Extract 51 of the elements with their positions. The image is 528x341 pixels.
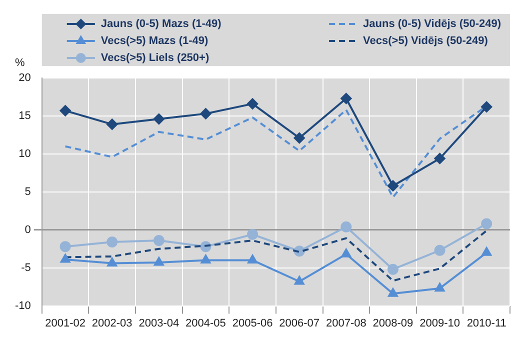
- x-tick-label: 2007-08: [326, 317, 366, 330]
- x-tick-label: 2010-11: [466, 317, 506, 330]
- y-tick-label: 0: [24, 224, 31, 236]
- legend-label: Jauns (0-5) Vidējs (50-249): [363, 18, 502, 30]
- point: [434, 244, 446, 256]
- point: [482, 247, 492, 256]
- legend-label: Jauns (0-5) Mazs (1-49): [100, 18, 222, 30]
- point: [153, 235, 164, 246]
- point: [107, 258, 118, 267]
- point: [341, 248, 352, 258]
- y-tick-label: 15: [18, 110, 31, 122]
- point: [481, 101, 492, 112]
- y-axis-title: %: [15, 57, 26, 69]
- legend-label: Vecs(>5) Vidējs (50-249): [363, 35, 488, 48]
- y-tick-label: -5: [21, 262, 31, 274]
- point: [294, 132, 305, 144]
- y-tick-label: 5: [24, 186, 31, 198]
- point: [60, 241, 71, 252]
- point: [387, 180, 398, 192]
- point: [340, 221, 352, 232]
- point: [340, 93, 352, 104]
- point: [481, 218, 492, 230]
- point: [388, 288, 398, 297]
- point: [247, 98, 258, 110]
- point: [434, 152, 446, 164]
- x-tick-label: 2005-06: [232, 317, 273, 330]
- point: [60, 254, 70, 263]
- point: [106, 236, 118, 248]
- x-tick-label: 2002-03: [92, 317, 132, 330]
- point: [60, 105, 71, 116]
- x-tick-label: 2003-04: [138, 317, 180, 330]
- legend-label: Vecs(>5) Mazs (1-49): [100, 35, 209, 48]
- point: [106, 118, 118, 130]
- x-tick-label: 2008-09: [372, 317, 414, 330]
- x-tick-label: 2009-10: [420, 317, 460, 330]
- point: [154, 257, 164, 266]
- point: [200, 108, 212, 120]
- point: [294, 276, 304, 285]
- x-tick-label: 2004-05: [186, 317, 226, 330]
- y-tick-label: -10: [14, 300, 31, 312]
- y-tick-label: 20: [18, 72, 31, 84]
- point: [248, 254, 258, 264]
- x-tick-label: 2006-07: [279, 317, 320, 330]
- point: [153, 114, 164, 125]
- point: [387, 264, 398, 275]
- point: [200, 254, 211, 264]
- y-tick-label: 10: [18, 148, 31, 160]
- legend-label: Vecs(>5) Liels (250+): [100, 52, 210, 64]
- point: [247, 228, 258, 240]
- x-tick-label: 2001-02: [45, 317, 86, 330]
- point: [434, 282, 445, 292]
